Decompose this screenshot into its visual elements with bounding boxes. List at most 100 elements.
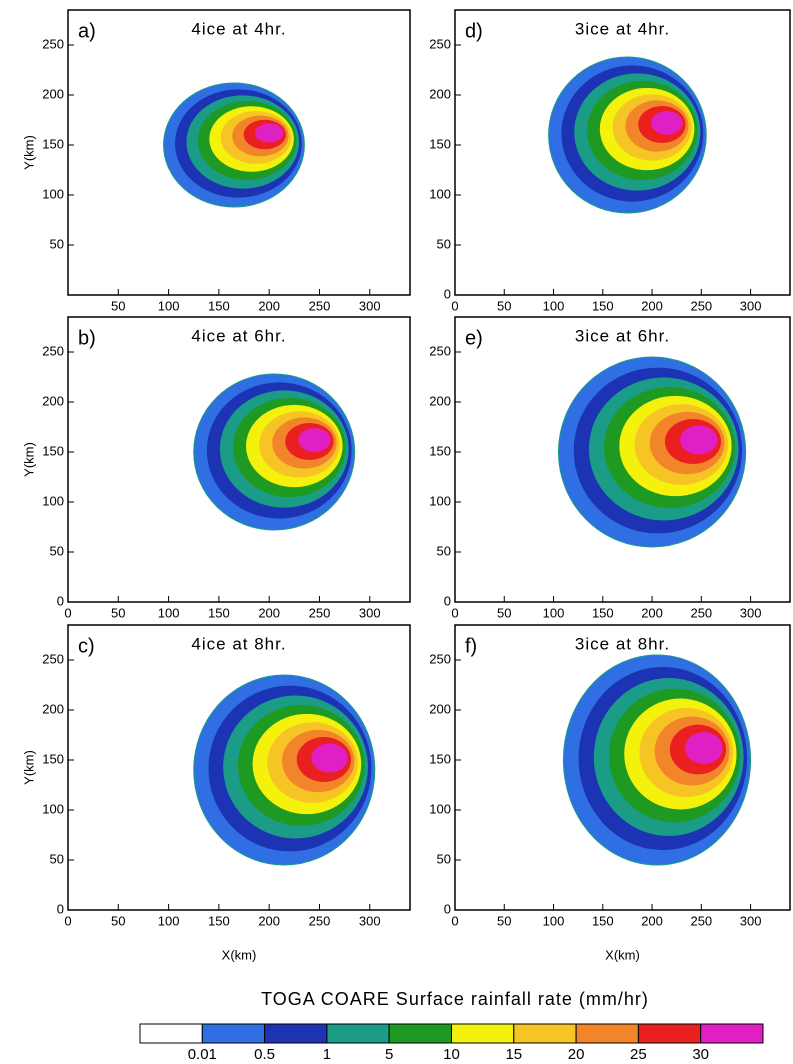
x-tick-label: 150 — [208, 913, 230, 928]
colorbar-label: 0.01 — [188, 1046, 217, 1063]
x-tick-label: 50 — [497, 913, 511, 928]
colorbar-title: TOGA COARE Surface rainfall rate (mm/hr) — [261, 989, 649, 1009]
colorbar-box — [700, 1023, 764, 1044]
x-tick-label: 200 — [641, 298, 663, 313]
y-tick-label: 150 — [42, 751, 64, 766]
y-tick-label: 50 — [437, 543, 451, 558]
x-tick-label: 150 — [592, 298, 614, 313]
colorbar-label: 30 — [692, 1046, 709, 1063]
x-tick-label: 100 — [543, 605, 565, 620]
y-tick-label: 0 — [57, 901, 64, 916]
colorbar-box — [326, 1023, 390, 1044]
rain-area — [651, 111, 683, 135]
x-tick-label: 150 — [208, 298, 230, 313]
x-tick-label: 150 — [208, 605, 230, 620]
y-tick-label: 250 — [429, 36, 451, 51]
x-tick-label: 50 — [111, 605, 125, 620]
colorbar-label: 5 — [385, 1046, 393, 1063]
y-tick-label: 200 — [429, 393, 451, 408]
x-tick-label: 250 — [309, 913, 331, 928]
x-tick-label: 250 — [690, 605, 712, 620]
y-tick-label: 50 — [50, 543, 64, 558]
panel-title: 3ice at 4hr. — [575, 19, 670, 38]
panel-title: 3ice at 6hr. — [575, 326, 670, 345]
x-tick-label: 100 — [543, 913, 565, 928]
x-axis-label: X(km) — [222, 947, 257, 962]
x-tick-label: 300 — [359, 913, 381, 928]
panel-label: a) — [78, 20, 96, 42]
y-tick-label: 150 — [429, 136, 451, 151]
x-tick-label: 0 — [451, 605, 458, 620]
x-tick-label: 0 — [451, 298, 458, 313]
y-tick-label: 150 — [42, 443, 64, 458]
panel-label: e) — [465, 327, 483, 349]
y-tick-label: 150 — [429, 751, 451, 766]
x-tick-label: 0 — [451, 913, 458, 928]
panel: 0 50 100 150 200 250 300 0 50 100 150 200 250 b) 4ice … — [21, 316, 411, 620]
x-tick-label: 250 — [309, 298, 331, 313]
x-tick-label: 0 — [64, 913, 71, 928]
x-tick-label: 50 — [497, 605, 511, 620]
y-tick-label: 100 — [429, 186, 451, 201]
x-tick-label: 250 — [690, 298, 712, 313]
colorbar-label: 1 — [323, 1046, 331, 1063]
rain-area — [680, 425, 718, 455]
panel-title: 3ice at 8hr. — [575, 634, 670, 653]
rain-area — [255, 123, 284, 143]
colorbar-label: 25 — [630, 1046, 647, 1063]
x-tick-label: 50 — [111, 298, 125, 313]
panel-label: d) — [465, 20, 483, 42]
x-tick-label: 100 — [543, 298, 565, 313]
x-tick-label: 250 — [690, 913, 712, 928]
y-tick-label: 0 — [444, 901, 451, 916]
y-tick-label: 200 — [42, 393, 64, 408]
panel-frame — [454, 624, 791, 911]
x-tick-label: 50 — [497, 298, 511, 313]
panel-frame — [67, 9, 411, 296]
y-tick-label: 50 — [50, 851, 64, 866]
x-tick-label: 100 — [158, 298, 180, 313]
x-axis-label: X(km) — [605, 947, 640, 962]
x-tick-label: 200 — [641, 605, 663, 620]
colorbar-label: 20 — [568, 1046, 585, 1063]
x-tick-label: 200 — [641, 913, 663, 928]
colorbar-box — [513, 1023, 577, 1044]
y-tick-label: 0 — [57, 593, 64, 608]
colorbar-label: 0.5 — [254, 1046, 275, 1063]
colorbar-label: 15 — [505, 1046, 522, 1063]
y-axis-label: Y(km) — [21, 442, 36, 477]
x-tick-label: 300 — [740, 913, 762, 928]
x-tick-label: 150 — [592, 913, 614, 928]
rain-area — [298, 428, 331, 452]
x-tick-label: 200 — [258, 913, 280, 928]
y-tick-label: 250 — [429, 343, 451, 358]
panel-frame — [67, 624, 411, 911]
x-tick-label: 200 — [258, 298, 280, 313]
x-tick-label: 250 — [309, 605, 331, 620]
panel-frame — [454, 316, 791, 603]
x-tick-label: 200 — [258, 605, 280, 620]
y-tick-label: 50 — [437, 236, 451, 251]
y-axis-label: Y(km) — [21, 135, 36, 170]
x-tick-label: 300 — [359, 605, 381, 620]
x-tick-label: 150 — [592, 605, 614, 620]
y-tick-label: 200 — [42, 86, 64, 101]
y-tick-label: 0 — [444, 286, 451, 301]
colorbar-box — [264, 1023, 328, 1044]
panel-label: f) — [465, 635, 477, 657]
y-tick-label: 100 — [42, 801, 64, 816]
y-tick-label: 200 — [42, 701, 64, 716]
panel: 0 50 100 150 200 250 300 0 50 100 150 200 250 c) 4ice … — [21, 624, 411, 962]
y-tick-label: 150 — [429, 443, 451, 458]
x-tick-label: 300 — [740, 605, 762, 620]
panel: 50 100 150 200 250 300 50 100 150 200 250 a) 4ice at… — [21, 9, 411, 313]
y-tick-label: 150 — [42, 136, 64, 151]
x-tick-label: 100 — [158, 605, 180, 620]
y-tick-label: 0 — [444, 593, 451, 608]
x-tick-label: 50 — [111, 913, 125, 928]
y-tick-label: 250 — [429, 651, 451, 666]
y-tick-label: 100 — [429, 801, 451, 816]
y-tick-label: 250 — [42, 343, 64, 358]
y-tick-label: 100 — [42, 186, 64, 201]
